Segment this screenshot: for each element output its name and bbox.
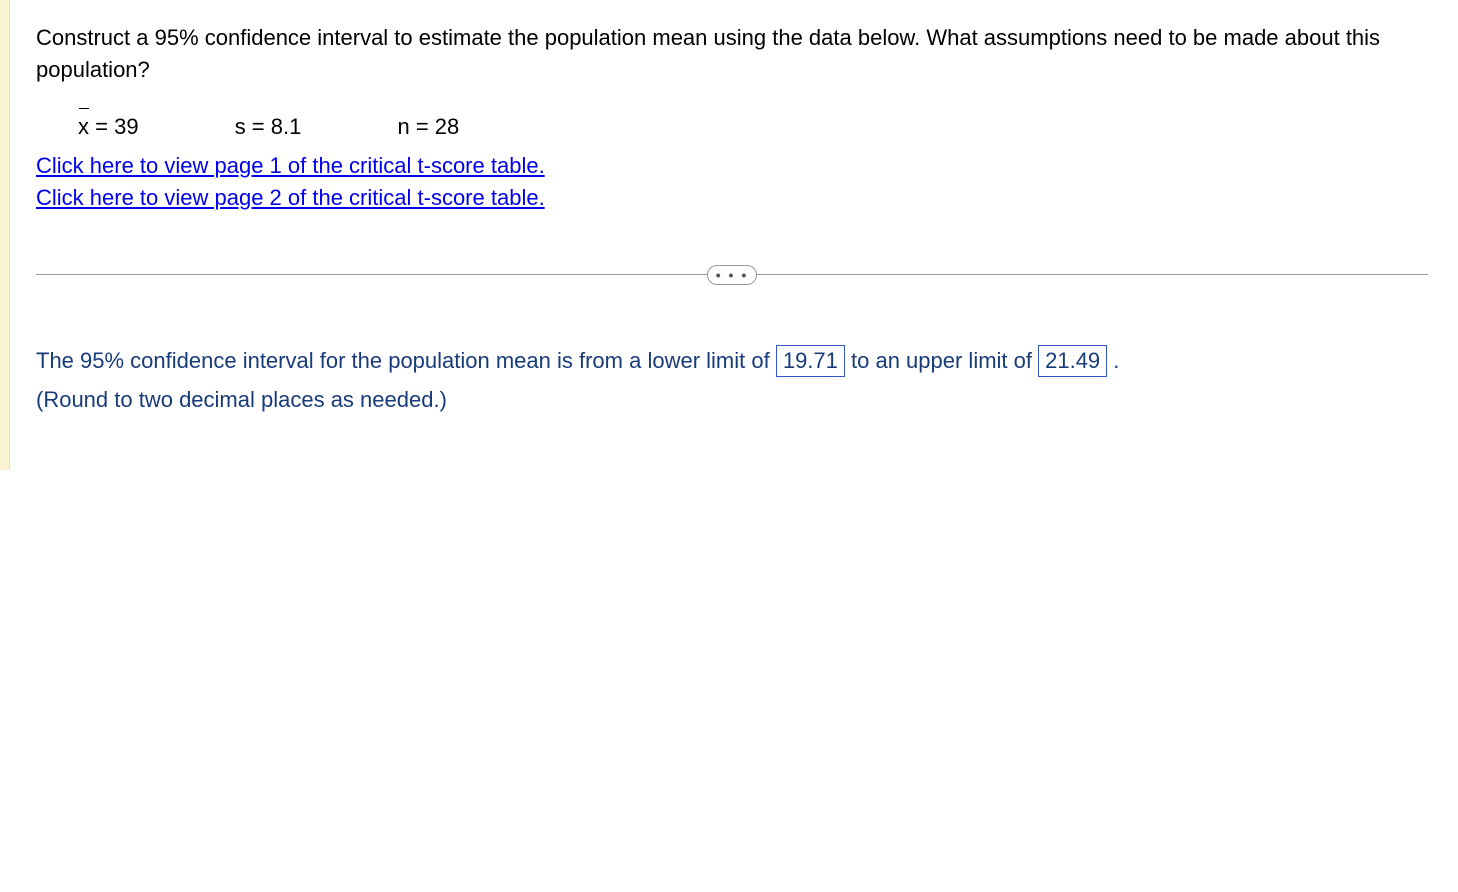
xbar-symbol: x: [78, 114, 89, 140]
link-page1[interactable]: Click here to view page 1 of the critica…: [36, 150, 1428, 182]
data-s: s = 8.1: [235, 114, 302, 140]
divider-line-right: [756, 274, 1428, 275]
xbar-value: = 39: [95, 114, 138, 139]
side-stripe: [0, 0, 10, 470]
answer-mid: to an upper limit of: [845, 348, 1038, 373]
upper-limit-input[interactable]: 21.49: [1038, 345, 1107, 378]
data-n: n = 28: [397, 114, 459, 140]
round-note: (Round to two decimal places as needed.): [36, 380, 1428, 420]
link-page2[interactable]: Click here to view page 2 of the critica…: [36, 182, 1428, 214]
answer-suffix: .: [1107, 348, 1119, 373]
answer-line: The 95% confidence interval for the popu…: [36, 341, 1428, 381]
divider: • • •: [36, 264, 1428, 286]
content-area: Construct a 95% confidence interval to e…: [0, 0, 1458, 450]
question-prompt: Construct a 95% confidence interval to e…: [36, 22, 1428, 86]
data-row: x = 39 s = 8.1 n = 28: [36, 114, 1428, 140]
lower-limit-input[interactable]: 19.71: [776, 345, 845, 378]
data-xbar: x = 39: [78, 114, 139, 140]
ellipsis-icon: • • •: [716, 268, 748, 282]
expand-pill[interactable]: • • •: [707, 265, 757, 285]
answer-prefix: The 95% confidence interval for the popu…: [36, 348, 776, 373]
divider-line-left: [36, 274, 708, 275]
answer-section: The 95% confidence interval for the popu…: [36, 341, 1428, 420]
